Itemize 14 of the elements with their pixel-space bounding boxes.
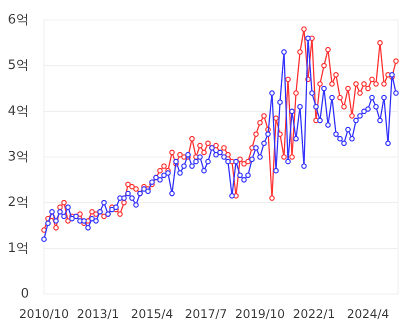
y-tick-label: 1억 — [8, 240, 29, 256]
y-tick-label: 5억 — [8, 58, 29, 74]
x-tick-label: 2015/4 — [130, 307, 174, 321]
x-tick-label: 2017/7 — [184, 307, 228, 321]
y-tick-label: 3억 — [8, 150, 29, 164]
x-tick-label: 2024/4 — [346, 307, 390, 321]
y-tick-label: 4억 — [8, 104, 29, 119]
x-tick-label: 2013/1 — [76, 307, 120, 321]
x-tick-label: 2022/1 — [292, 307, 336, 321]
y-tick-label: 0 — [20, 286, 29, 302]
y-tick-label: 6억 — [8, 12, 29, 28]
x-tick-label: 2010/10 — [19, 307, 69, 321]
x-tick-label: 2019/10 — [235, 307, 285, 321]
y-tick-label: 2억 — [8, 195, 29, 210]
